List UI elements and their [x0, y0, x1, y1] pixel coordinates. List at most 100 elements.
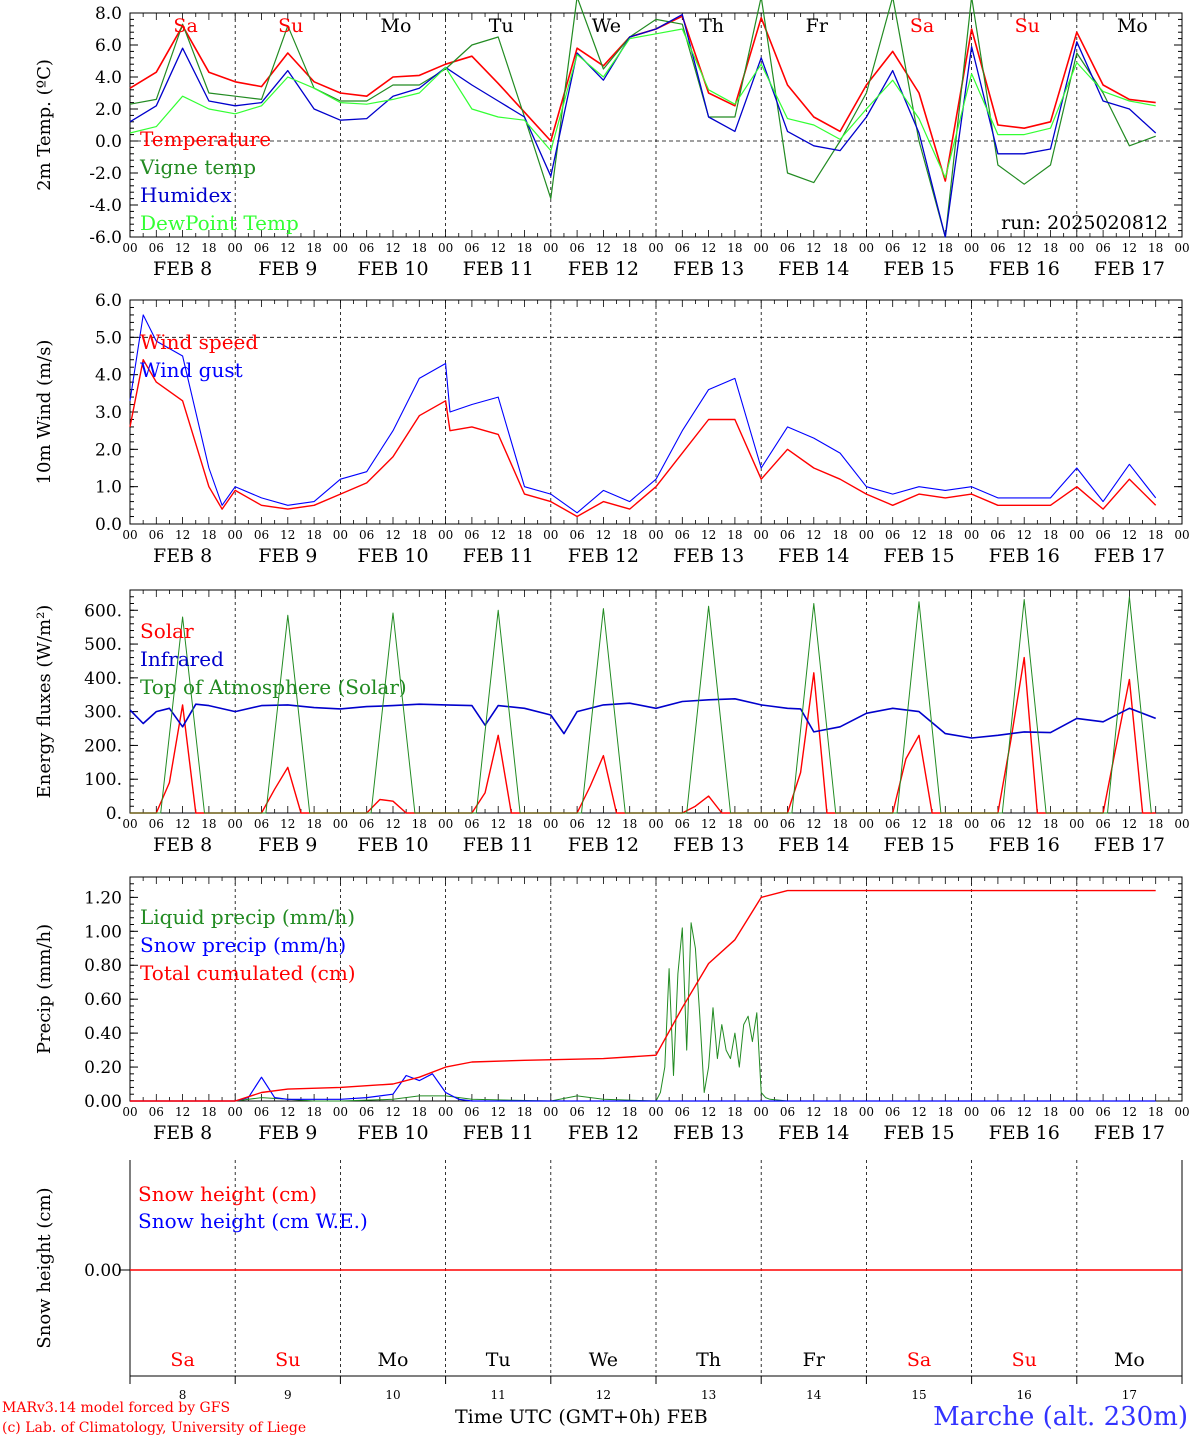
- hour-tick-label: 00: [228, 817, 243, 831]
- hour-tick-label: 00: [754, 241, 769, 255]
- hour-tick-label: 12: [596, 528, 611, 542]
- y-tick-label: 0.0: [95, 132, 122, 152]
- hour-tick-label: 06: [780, 1105, 795, 1119]
- weekday-label-top: Mo: [381, 15, 412, 37]
- hour-tick-label: 12: [806, 1105, 821, 1119]
- hour-tick-label: 00: [1174, 817, 1189, 831]
- hour-tick-label: 18: [832, 817, 847, 831]
- day-label: FEB 9: [258, 258, 317, 280]
- hour-tick-label: 00: [1174, 241, 1189, 255]
- hour-tick-label: 00: [754, 817, 769, 831]
- y-tick-label: 5.0: [95, 328, 122, 348]
- hour-tick-label: 12: [1017, 528, 1032, 542]
- day-label: FEB 8: [153, 258, 212, 280]
- day-label: FEB 12: [568, 545, 639, 567]
- hour-tick-label: 06: [885, 528, 900, 542]
- y-tick-label: -2.0: [89, 164, 122, 184]
- hour-tick-label: 18: [306, 528, 321, 542]
- day-label: FEB 17: [1094, 834, 1165, 856]
- legend-entry: Liquid precip (mm/h): [140, 905, 355, 929]
- hour-tick-label: 18: [832, 528, 847, 542]
- day-label: FEB 12: [568, 258, 639, 280]
- hour-tick-label: 18: [938, 1105, 953, 1119]
- day-label: FEB 11: [463, 834, 534, 856]
- hour-tick-label: 18: [412, 241, 427, 255]
- hour-tick-label: 00: [1069, 528, 1084, 542]
- hour-tick-label: 06: [149, 528, 164, 542]
- panel-1-frame: [129, 12, 1183, 238]
- day-label: FEB 11: [463, 258, 534, 280]
- hour-tick-label: 00: [964, 817, 979, 831]
- hour-tick-label: 06: [1095, 241, 1110, 255]
- hour-tick-label: 00: [333, 1105, 348, 1119]
- hour-tick-label: 00: [1069, 817, 1084, 831]
- hour-tick-label: 00: [438, 1105, 453, 1119]
- legend-entry: Total cumulated (cm): [140, 961, 356, 985]
- hour-tick-label: 12: [280, 528, 295, 542]
- hour-tick-label: 00: [1174, 1105, 1189, 1119]
- hour-tick-label: 06: [569, 817, 584, 831]
- hour-tick-label: 06: [675, 1105, 690, 1119]
- day-label: FEB 10: [357, 834, 428, 856]
- hour-tick-label: 06: [675, 817, 690, 831]
- day-number-label: 11: [491, 1388, 506, 1402]
- y-tick-label: 1.00: [84, 922, 122, 942]
- day-number-label: 9: [284, 1388, 292, 1402]
- hour-tick-label: 00: [1069, 241, 1084, 255]
- y-axis-label: 2m Temp. (ºC): [34, 59, 55, 191]
- y-tick-label: 300.: [84, 703, 122, 723]
- day-label: FEB 13: [673, 545, 744, 567]
- day-label: FEB 10: [357, 1122, 428, 1144]
- hour-tick-label: 18: [622, 817, 637, 831]
- weekday-label-top: Sa: [910, 15, 934, 37]
- hour-tick-label: 00: [964, 1105, 979, 1119]
- hour-tick-label: 18: [832, 241, 847, 255]
- legend-entry: Wind speed: [140, 330, 258, 354]
- day-number-label: 15: [911, 1388, 926, 1402]
- y-tick-label: 0.00: [84, 1261, 122, 1281]
- weekday-label-bottom: Su: [275, 1349, 300, 1371]
- day-label: FEB 8: [153, 545, 212, 567]
- hour-tick-label: 06: [990, 817, 1005, 831]
- hour-tick-label: 06: [359, 1105, 374, 1119]
- series-line-temperature: [129, 15, 1156, 182]
- hour-tick-label: 12: [385, 817, 400, 831]
- y-tick-label: 400.: [84, 669, 122, 689]
- day-number-label: 16: [1017, 1388, 1032, 1402]
- day-label: FEB 14: [778, 1122, 849, 1144]
- series-line-infrared: [129, 697, 1156, 739]
- y-axis-label: Precip (mm/h): [34, 924, 55, 1054]
- y-tick-label: 0.80: [84, 956, 122, 976]
- hour-tick-label: 00: [543, 817, 558, 831]
- y-tick-label: -6.0: [89, 228, 122, 248]
- hour-tick-label: 12: [911, 1105, 926, 1119]
- hour-tick-label: 12: [385, 1105, 400, 1119]
- hour-tick-label: 00: [438, 241, 453, 255]
- hour-tick-label: 18: [201, 817, 216, 831]
- hour-tick-label: 18: [727, 817, 742, 831]
- hour-tick-label: 06: [780, 528, 795, 542]
- hour-tick-label: 00: [648, 241, 663, 255]
- lab-credit: (c) Lab. of Climatology, University of L…: [2, 1420, 307, 1436]
- hour-tick-label: 12: [806, 528, 821, 542]
- day-number-label: 13: [701, 1388, 716, 1402]
- hour-tick-label: 06: [254, 241, 269, 255]
- weekday-label-top: Fr: [806, 15, 829, 37]
- hour-tick-label: 18: [938, 528, 953, 542]
- day-label: FEB 13: [673, 1122, 744, 1144]
- hour-tick-label: 06: [254, 817, 269, 831]
- hour-tick-label: 00: [543, 1105, 558, 1119]
- y-tick-label: 0.: [106, 804, 122, 824]
- hour-tick-label: 06: [675, 528, 690, 542]
- y-tick-label: 1.20: [84, 888, 122, 908]
- y-tick-label: 0.40: [84, 1024, 122, 1044]
- hour-tick-label: 18: [622, 1105, 637, 1119]
- hour-tick-label: 00: [543, 528, 558, 542]
- panel-2-frame: [129, 299, 1183, 525]
- time-axis-label: Time UTC (GMT+0h) FEB: [455, 1406, 708, 1428]
- y-tick-label: 4.0: [95, 366, 122, 386]
- legend-entry: Vigne temp: [139, 155, 256, 179]
- day-label: FEB 13: [673, 834, 744, 856]
- weekday-label-top: Tu: [489, 15, 514, 37]
- hour-tick-label: 06: [780, 241, 795, 255]
